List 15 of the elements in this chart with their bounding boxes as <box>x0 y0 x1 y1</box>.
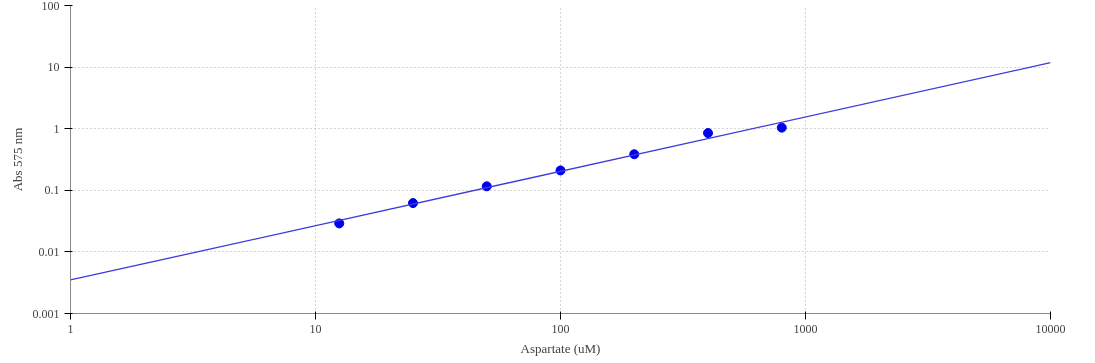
y-tick-label: 0.1 <box>44 183 60 198</box>
point <box>703 128 713 139</box>
y-tick-label: 100 <box>41 0 60 13</box>
y-tick-label: 0.001 <box>32 306 60 321</box>
x-axis-title: Aspartate (uM) <box>520 340 601 356</box>
x-tick-label: 10 <box>309 321 322 336</box>
point <box>776 122 787 133</box>
y-tick-label: 0.01 <box>38 244 60 259</box>
x-tick-label: 1 <box>67 321 74 336</box>
y-tick-label: 10 <box>47 60 60 75</box>
x-tick-label: 100 <box>551 321 570 336</box>
x-tick-label: 1000 <box>793 321 818 336</box>
y-tick-label: 1 <box>53 121 60 136</box>
x-tick-label: 10000 <box>1035 321 1066 336</box>
y-axis-title: Abs 575 nm <box>9 127 25 192</box>
